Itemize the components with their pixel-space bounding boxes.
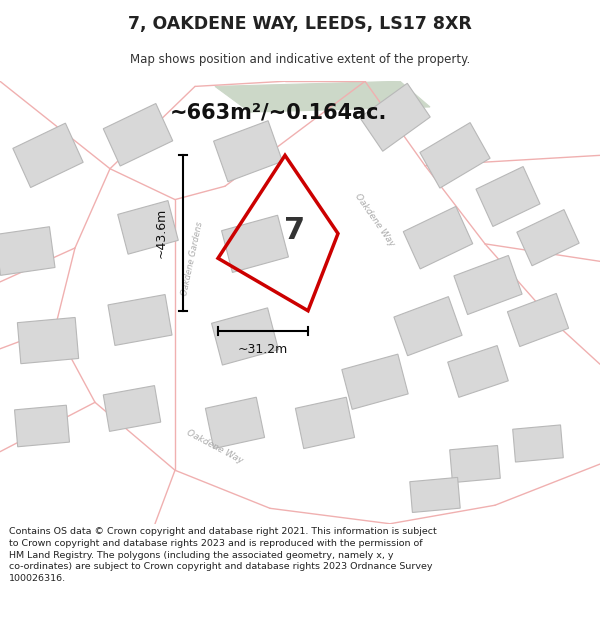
- Polygon shape: [108, 294, 172, 346]
- Text: ~663m²/~0.164ac.: ~663m²/~0.164ac.: [169, 102, 386, 122]
- Polygon shape: [214, 121, 283, 182]
- Polygon shape: [410, 478, 460, 512]
- Text: 7, OAKDENE WAY, LEEDS, LS17 8XR: 7, OAKDENE WAY, LEEDS, LS17 8XR: [128, 15, 472, 33]
- Polygon shape: [215, 81, 430, 112]
- Polygon shape: [360, 83, 430, 151]
- Polygon shape: [342, 354, 408, 409]
- Polygon shape: [403, 206, 473, 269]
- Polygon shape: [394, 297, 462, 356]
- Polygon shape: [517, 209, 579, 266]
- Polygon shape: [449, 446, 500, 483]
- Polygon shape: [221, 215, 289, 272]
- Polygon shape: [454, 256, 522, 314]
- Polygon shape: [448, 346, 508, 398]
- Polygon shape: [17, 318, 79, 364]
- Text: 7: 7: [284, 216, 305, 245]
- Polygon shape: [103, 104, 173, 166]
- Polygon shape: [512, 425, 563, 462]
- Polygon shape: [212, 308, 278, 365]
- Polygon shape: [476, 166, 540, 226]
- Text: Oakdene Way: Oakdene Way: [185, 428, 245, 465]
- Polygon shape: [14, 405, 70, 447]
- Polygon shape: [295, 398, 355, 449]
- Text: ~43.6m: ~43.6m: [155, 208, 167, 258]
- Polygon shape: [508, 293, 569, 346]
- Polygon shape: [103, 386, 161, 431]
- Text: Oakdene Gardens: Oakdene Gardens: [180, 221, 204, 296]
- Polygon shape: [0, 227, 55, 276]
- Text: Oakdene Way: Oakdene Way: [353, 192, 397, 248]
- Text: Map shows position and indicative extent of the property.: Map shows position and indicative extent…: [130, 54, 470, 66]
- Polygon shape: [420, 122, 490, 188]
- Polygon shape: [118, 201, 178, 254]
- Polygon shape: [13, 123, 83, 188]
- Text: ~31.2m: ~31.2m: [238, 343, 288, 356]
- Polygon shape: [205, 398, 265, 449]
- Text: Contains OS data © Crown copyright and database right 2021. This information is : Contains OS data © Crown copyright and d…: [9, 527, 437, 583]
